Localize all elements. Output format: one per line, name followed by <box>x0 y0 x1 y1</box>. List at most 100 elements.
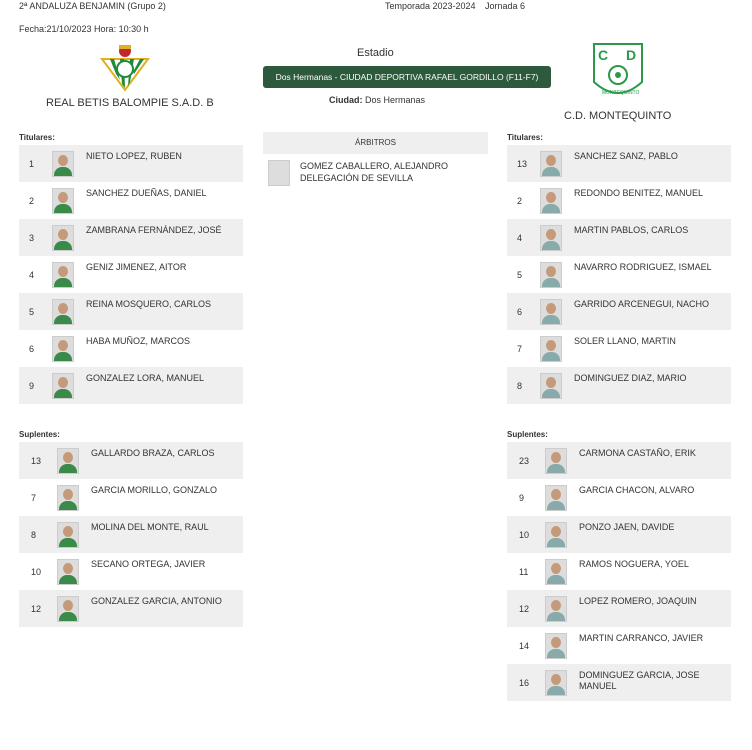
player-number: 8 <box>31 530 37 540</box>
player-name[interactable]: GONZALEZ LORA, MANUEL <box>86 373 205 383</box>
player-row[interactable]: 14 MARTIN CARRANCO, JAVIER <box>507 627 731 664</box>
player-row[interactable]: 6 GARRIDO ARCENEGUI, NACHO <box>507 293 731 330</box>
player-row[interactable]: 11 RAMOS NOGUERA, YOEL <box>507 553 731 590</box>
player-name[interactable]: HABA MUÑOZ, MARCOS <box>86 336 191 346</box>
player-name[interactable]: GARRIDO ARCENEGUI, NACHO <box>574 299 710 309</box>
player-row[interactable]: 16 DOMINGUEZ GARCIA, JOSE MANUEL <box>507 664 731 701</box>
player-row[interactable]: 10 PONZO JAEN, DAVIDE <box>507 516 731 553</box>
player-number: 9 <box>519 493 525 503</box>
player-name[interactable]: DOMINGUEZ GARCIA, JOSE MANUEL <box>579 670 700 691</box>
player-name[interactable]: GARCIA CHACON, ALVARO <box>579 485 695 495</box>
player-name[interactable]: NAVARRO RODRIGUEZ, ISMAEL <box>574 262 712 272</box>
player-photo <box>52 373 74 399</box>
player-photo <box>540 225 562 251</box>
player-row[interactable]: 9 GARCIA CHACON, ALVARO <box>507 479 731 516</box>
player-photo <box>52 262 74 288</box>
player-photo <box>545 485 567 511</box>
referee-name: GOMEZ CABALLERO, ALEJANDRO <box>300 161 449 171</box>
player-name[interactable]: SECANO ORTEGA, JAVIER <box>91 559 206 569</box>
player-photo <box>545 522 567 548</box>
player-row[interactable]: 2 REDONDO BENITEZ, MANUEL <box>507 182 731 219</box>
player-row[interactable]: 12 GONZALEZ GARCIA, ANTONIO <box>19 590 243 627</box>
player-row[interactable]: 13 GALLARDO BRAZA, CARLOS <box>19 442 243 479</box>
player-photo <box>52 336 74 362</box>
player-row[interactable]: 12 LOPEZ ROMERO, JOAQUIN <box>507 590 731 627</box>
player-name[interactable]: NIETO LOPEZ, RUBEN <box>86 151 182 161</box>
stadium-label: Estadio <box>357 47 394 59</box>
player-number: 4 <box>517 233 523 243</box>
city: Ciudad: Dos Hermanas <box>329 95 425 105</box>
player-number: 23 <box>519 456 530 466</box>
home-team-name: REAL BETIS BALOMPIE S.A.D. B <box>46 97 214 109</box>
player-name[interactable]: GENIZ JIMENEZ, AITOR <box>86 262 187 272</box>
player-name[interactable]: GONZALEZ GARCIA, ANTONIO <box>91 596 222 606</box>
player-photo <box>52 225 74 251</box>
player-name[interactable]: MOLINA DEL MONTE, RAUL <box>91 522 209 532</box>
player-photo <box>57 448 79 474</box>
player-number: 13 <box>517 159 528 169</box>
player-name[interactable]: GALLARDO BRAZA, CARLOS <box>91 448 215 458</box>
player-number: 3 <box>29 233 35 243</box>
player-number: 7 <box>31 493 37 503</box>
player-name[interactable]: SANCHEZ DUEÑAS, DANIEL <box>86 188 207 198</box>
player-row[interactable]: 7 GARCIA MORILLO, GONZALO <box>19 479 243 516</box>
player-number: 10 <box>519 530 530 540</box>
player-name[interactable]: REDONDO BENITEZ, MANUEL <box>574 188 704 198</box>
player-name[interactable]: RAMOS NOGUERA, YOEL <box>579 559 689 569</box>
home-subs-label: Suplentes: <box>19 430 60 439</box>
player-photo <box>545 670 567 696</box>
player-row[interactable]: 4 GENIZ JIMENEZ, AITOR <box>19 256 243 293</box>
svg-text:C: C <box>598 47 608 63</box>
player-number: 2 <box>29 196 35 206</box>
player-row[interactable]: 7 SOLER LLANO, MARTIN <box>507 330 731 367</box>
city-value: Dos Hermanas <box>365 95 426 105</box>
player-row[interactable]: 13 SANCHEZ SANZ, PABLO <box>507 145 731 182</box>
player-photo <box>540 299 562 325</box>
player-number: 12 <box>31 604 42 614</box>
player-photo <box>52 151 74 177</box>
player-row[interactable]: 10 SECANO ORTEGA, JAVIER <box>19 553 243 590</box>
player-row[interactable]: 1 NIETO LOPEZ, RUBEN <box>19 145 243 182</box>
referees-header: ÁRBITROS <box>263 132 488 154</box>
referee-delegation: DELEGACIÓN DE SEVILLA <box>300 173 414 183</box>
player-photo <box>545 559 567 585</box>
player-photo <box>545 448 567 474</box>
player-name[interactable]: PONZO JAEN, DAVIDE <box>579 522 675 532</box>
player-row[interactable]: 8 MOLINA DEL MONTE, RAUL <box>19 516 243 553</box>
player-row[interactable]: 8 DOMINGUEZ DIAZ, MARIO <box>507 367 731 404</box>
away-logo: C D MONTEQUINTO <box>590 42 646 105</box>
player-number: 6 <box>29 344 35 354</box>
player-row[interactable]: 2 SANCHEZ DUEÑAS, DANIEL <box>19 182 243 219</box>
player-name[interactable]: CARMONA CASTAÑO, ERIK <box>579 448 696 458</box>
city-label: Ciudad: <box>329 95 363 105</box>
player-name[interactable]: REINA MOSQUERO, CARLOS <box>86 299 212 309</box>
player-name[interactable]: ZAMBRANA FERNÁNDEZ, JOSÉ <box>86 225 222 235</box>
player-name[interactable]: MARTIN PABLOS, CARLOS <box>574 225 689 235</box>
player-row[interactable]: 3 ZAMBRANA FERNÁNDEZ, JOSÉ <box>19 219 243 256</box>
player-name[interactable]: MARTIN CARRANCO, JAVIER <box>579 633 704 643</box>
player-row[interactable]: 23 CARMONA CASTAÑO, ERIK <box>507 442 731 479</box>
home-subs: Suplentes: 13 GALLARDO BRAZA, CARLOS 7 GARCI… <box>19 430 243 627</box>
player-photo <box>52 299 74 325</box>
player-name[interactable]: SANCHEZ SANZ, PABLO <box>574 151 678 161</box>
player-row[interactable]: 5 REINA MOSQUERO, CARLOS <box>19 293 243 330</box>
player-photo <box>52 188 74 214</box>
player-row[interactable]: 9 GONZALEZ LORA, MANUEL <box>19 367 243 404</box>
player-name[interactable]: SOLER LLANO, MARTIN <box>574 336 676 346</box>
player-row[interactable]: 6 HABA MUÑOZ, MARCOS <box>19 330 243 367</box>
player-number: 4 <box>29 270 35 280</box>
player-name[interactable]: DOMINGUEZ DIAZ, MARIO <box>574 373 687 383</box>
player-row[interactable]: 5 NAVARRO RODRIGUEZ, ISMAEL <box>507 256 731 293</box>
player-photo <box>540 373 562 399</box>
player-name[interactable]: LOPEZ ROMERO, JOAQUIN <box>579 596 697 606</box>
season: Temporada 2023-2024 <box>385 1 476 11</box>
home-starters: Titulares: 1 NIETO LOPEZ, RUBEN 2 SANCHEZ DU… <box>19 133 243 404</box>
player-row[interactable]: 4 MARTIN PABLOS, CARLOS <box>507 219 731 256</box>
away-subs: Suplentes: 23 CARMONA CASTAÑO, ERIK 9 GARCIA… <box>507 430 731 701</box>
away-subs-label: Suplentes: <box>507 430 548 439</box>
player-name[interactable]: GARCIA MORILLO, GONZALO <box>91 485 218 495</box>
player-photo <box>57 522 79 548</box>
home-logo <box>100 42 150 97</box>
referees-panel: ÁRBITROS GOMEZ CABALLERO, ALEJANDRO DELE… <box>263 132 488 190</box>
player-photo <box>545 596 567 622</box>
